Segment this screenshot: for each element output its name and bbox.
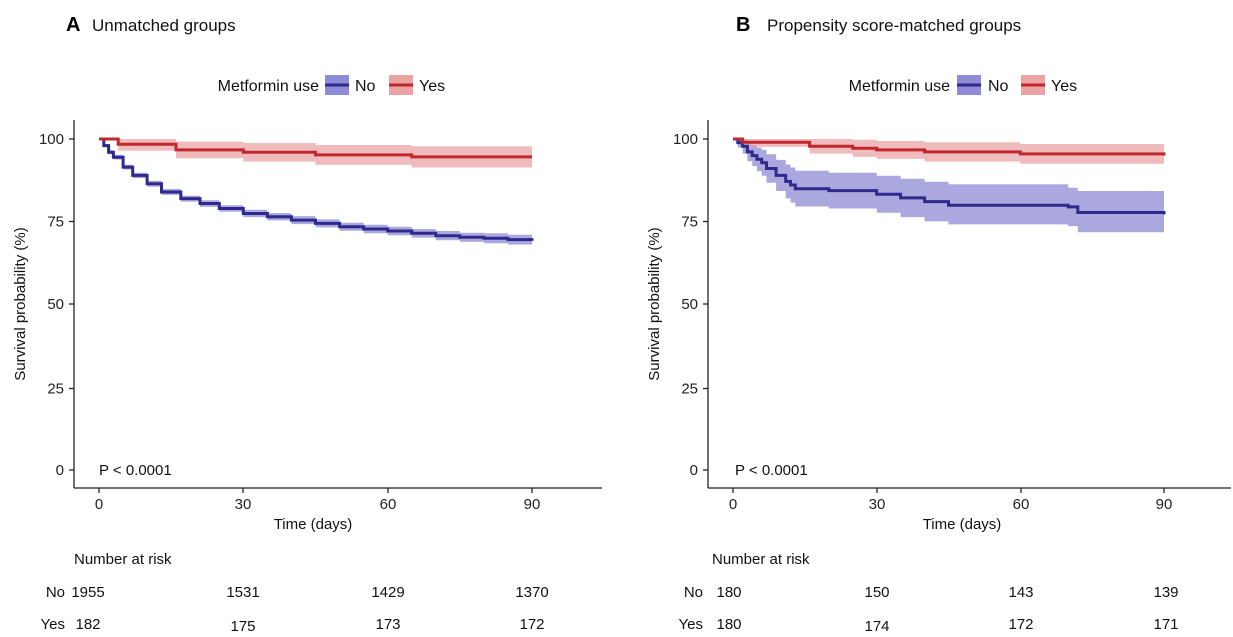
- panel-b-y-tick-label-50: 50: [681, 296, 698, 313]
- panel-a: A Unmatched groups Metformin use No Yes …: [12, 14, 602, 635]
- panel-a-legend-no-label: No: [355, 78, 376, 95]
- panel-b-risk-table: Number at risk No 180 150 143 139 Yes 18…: [679, 551, 1179, 635]
- panel-a-y-tick-label-25: 25: [47, 381, 64, 398]
- panel-a-risk-row-yes-label: Yes: [41, 616, 65, 633]
- panel-b-x-tick-label-60: 60: [1013, 496, 1030, 513]
- panel-b-y-tick-label-100: 100: [673, 131, 698, 148]
- panel-a-risk-yes-t60: 173: [375, 616, 400, 633]
- panel-a-x-axis-title: Time (days): [274, 516, 353, 533]
- panel-b: B Propensity score-matched groups Metfor…: [646, 14, 1231, 635]
- panel-b-risk-yes-t60: 172: [1008, 616, 1033, 633]
- panel-b-y-tick-label-25: 25: [681, 381, 698, 398]
- panel-b-x-ticks: 0 30 60 90: [729, 488, 1173, 513]
- panel-b-legend-no-label: No: [988, 78, 1009, 95]
- panel-b-risk-no-t60: 143: [1008, 584, 1033, 601]
- panel-b-survival-curve-no: [733, 137, 1166, 215]
- panel-a-y-tick-label-100: 100: [39, 131, 64, 148]
- panel-b-survival-curve-yes: [733, 137, 1166, 156]
- panel-b-legend: Metformin use No Yes: [849, 75, 1077, 95]
- panel-a-p-value: P < 0.0001: [99, 462, 172, 479]
- panel-a-risk-yes-t0: 182: [75, 616, 100, 633]
- panel-b-y-tick-label-0: 0: [690, 462, 698, 479]
- panel-a-plot-area: [99, 137, 534, 246]
- panel-a-letter: A: [66, 14, 80, 36]
- panel-b-y-axis-title: Survival probability (%): [646, 227, 663, 380]
- panel-a-survival-curve-no: [99, 137, 534, 242]
- panel-a-x-ticks: 0 30 60 90: [95, 488, 541, 513]
- panel-b-risk-no-t0: 180: [716, 584, 741, 601]
- panel-b-risk-no-t30: 150: [864, 584, 889, 601]
- panel-a-risk-no-t30: 1531: [226, 584, 259, 601]
- panel-b-risk-yes-t30: 174: [864, 618, 889, 635]
- panel-b-x-tick-label-0: 0: [729, 496, 737, 513]
- panel-a-y-axis-title: Survival probability (%): [12, 227, 29, 380]
- panel-b-title: Propensity score-matched groups: [767, 16, 1021, 35]
- panel-b-y-tick-label-75: 75: [681, 214, 698, 231]
- panel-a-risk-no-t60: 1429: [371, 584, 404, 601]
- panel-a-risk-row-no-label: No: [46, 584, 65, 601]
- panel-a-x-tick-label-0: 0: [95, 496, 103, 513]
- panel-b-risk-yes-t90: 171: [1153, 616, 1178, 633]
- panel-a-x-tick-label-60: 60: [380, 496, 397, 513]
- panel-b-risk-row-yes-label: Yes: [679, 616, 703, 633]
- panel-b-risk-yes-t0: 180: [716, 616, 741, 633]
- panel-a-risk-yes-t30: 175: [230, 618, 255, 635]
- panel-b-plot-area: [733, 137, 1166, 235]
- panel-a-x-tick-label-90: 90: [524, 496, 541, 513]
- panel-a-risk-table: Number at risk No 1955 1531 1429 1370 Ye…: [41, 551, 549, 635]
- panel-a-survival-curve-yes: [99, 137, 532, 159]
- panel-b-ci-band-no: [733, 139, 1164, 235]
- panel-b-x-axis-title: Time (days): [923, 516, 1002, 533]
- panel-a-title: Unmatched groups: [92, 16, 236, 35]
- panel-a-y-tick-label-50: 50: [47, 296, 64, 313]
- panel-b-legend-yes-label: Yes: [1051, 78, 1077, 95]
- panel-a-legend: Metformin use No Yes: [218, 75, 445, 95]
- panel-a-risk-no-t0: 1955: [71, 584, 104, 601]
- panel-a-risk-yes-t90: 172: [519, 616, 544, 633]
- panel-b-legend-title: Metformin use: [849, 78, 950, 95]
- panel-a-risk-header: Number at risk: [74, 551, 172, 568]
- panel-a-y-tick-label-75: 75: [47, 214, 64, 231]
- panel-b-x-tick-label-30: 30: [869, 496, 886, 513]
- panel-b-risk-header: Number at risk: [712, 551, 810, 568]
- panel-b-p-value: P < 0.0001: [735, 462, 808, 479]
- panel-a-x-tick-label-30: 30: [235, 496, 252, 513]
- panel-b-letter: B: [736, 14, 750, 36]
- panel-b-risk-no-t90: 139: [1153, 584, 1178, 601]
- panel-a-y-tick-label-0: 0: [56, 462, 64, 479]
- panel-b-y-ticks: 0 25 50 75 100: [673, 131, 708, 479]
- panel-b-x-tick-label-90: 90: [1156, 496, 1173, 513]
- panel-a-legend-yes-label: Yes: [419, 78, 445, 95]
- panel-a-y-ticks: 0 25 50 75 100: [39, 131, 74, 479]
- panel-a-risk-no-t90: 1370: [515, 584, 548, 601]
- panel-a-legend-title: Metformin use: [218, 78, 319, 95]
- panel-b-risk-row-no-label: No: [684, 584, 703, 601]
